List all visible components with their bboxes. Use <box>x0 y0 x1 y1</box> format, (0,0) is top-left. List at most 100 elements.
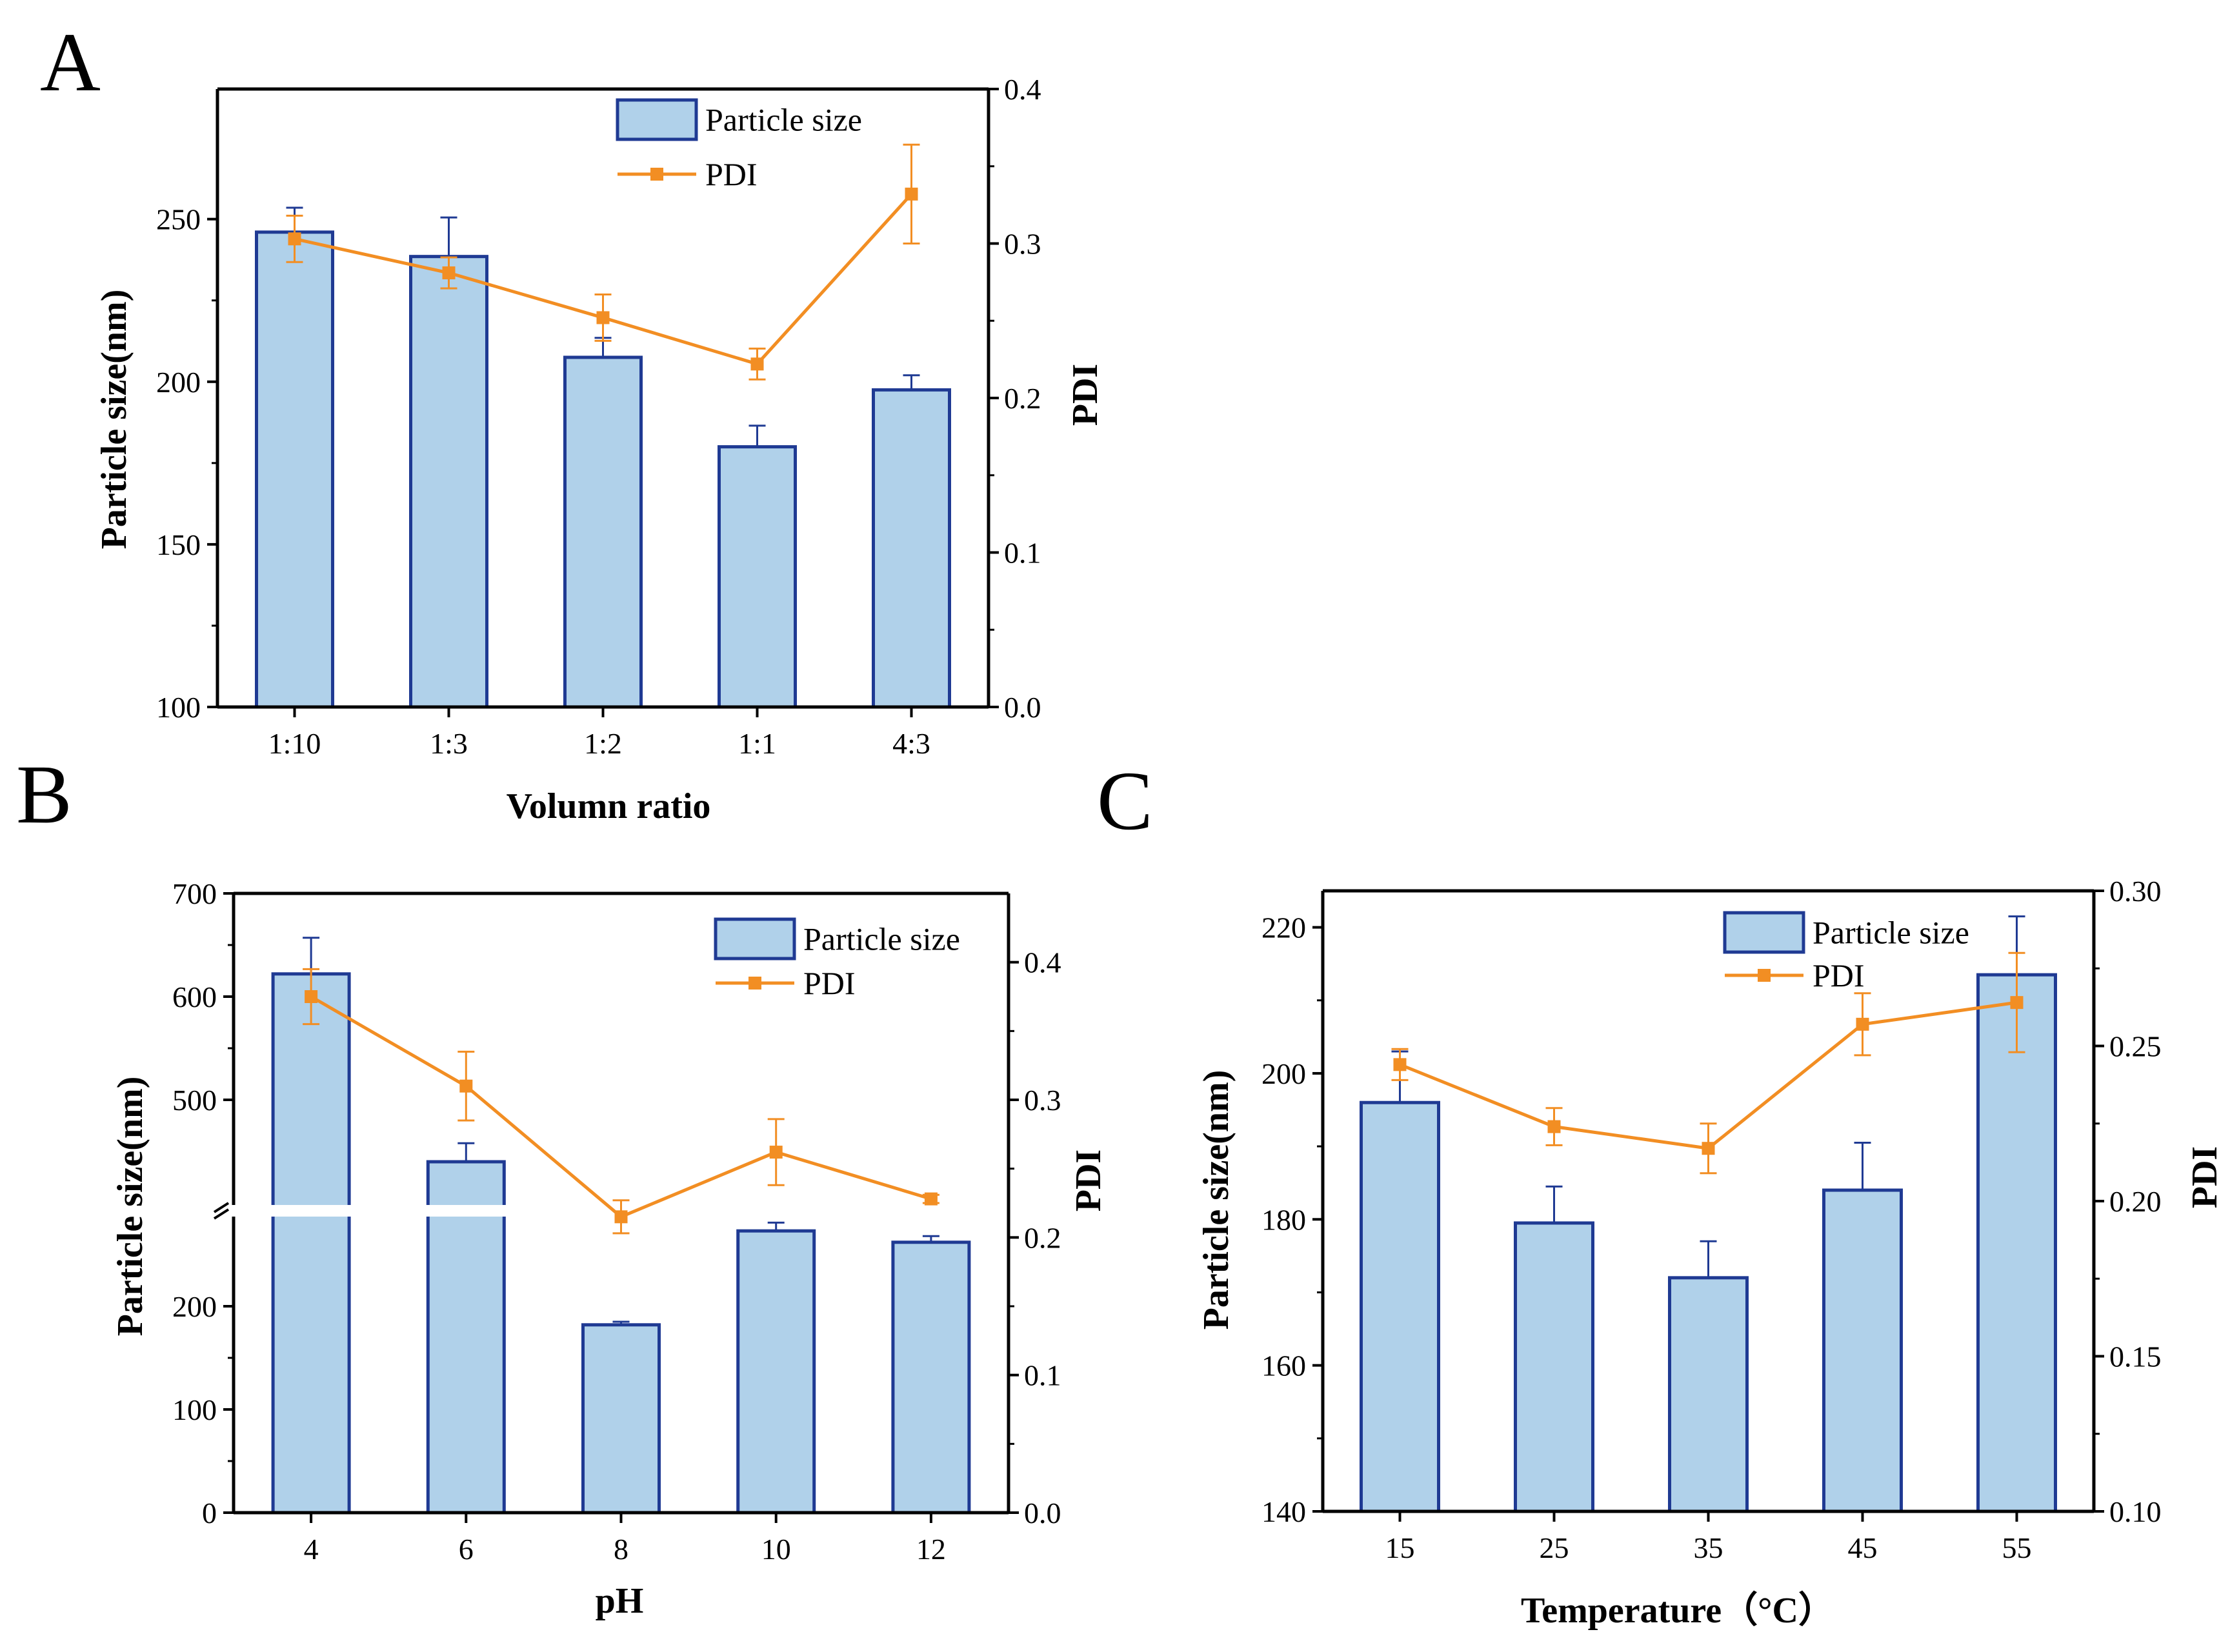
size-bar-0 <box>255 230 334 709</box>
panel-b-y2-axis-title: PDI <box>1069 1149 1109 1211</box>
legend-pdi-label: PDI <box>705 156 758 192</box>
pdi-point-2 <box>1702 1142 1715 1155</box>
y-tick-label: 160 <box>1261 1349 1306 1382</box>
pdi-point-4 <box>2010 996 2024 1010</box>
panel-b-x-axis-title: pH <box>596 1581 644 1621</box>
x-tick-label: 45 <box>1848 1531 1878 1564</box>
axis-break-gap <box>214 1205 1009 1217</box>
y2-tick-label: 0.1 <box>1004 537 1041 570</box>
size-bar-4 <box>891 1240 971 1515</box>
size-bar-0 <box>271 972 351 1515</box>
panel-a-x-axis-title: Volumn ratio <box>507 786 711 826</box>
legend-particle-size-label: Particle size <box>1813 915 1969 951</box>
pdi-point-0 <box>305 990 318 1003</box>
panel-a-y2-axis-title: PDI <box>1065 364 1105 426</box>
size-bar-1 <box>1514 1221 1594 1513</box>
panel-a-plot: 100 150 200 250 0.0 0.1 0.2 0.3 0.4 1:10 1:3 1:2 1:1… <box>156 73 1041 760</box>
x-tick-label: 10 <box>761 1533 791 1566</box>
x-tick-label: 1:2 <box>584 727 622 760</box>
size-bar-1 <box>409 255 488 709</box>
size-bar-0 <box>1360 1100 1440 1513</box>
panel-c-x-axis-title: Temperature（°C） <box>1521 1590 1834 1631</box>
pdi-line <box>310 995 932 1219</box>
axis-break-mark <box>213 1208 230 1220</box>
y2-tick-label: 0.20 <box>2109 1185 2162 1218</box>
legend-line-marker <box>1758 969 1771 982</box>
y-tick-label: 200 <box>1261 1057 1306 1090</box>
y-tick-label: 100 <box>156 691 201 724</box>
pdi-point-2 <box>614 1210 628 1224</box>
y2-tick-label: 0.15 <box>2109 1340 2162 1373</box>
pdi-point-0 <box>1393 1058 1407 1071</box>
y2-tick-label: 0.30 <box>2109 875 2162 908</box>
legend-pdi-label: PDI <box>1813 957 1865 993</box>
panel-b: B 0 100 200 500 600 700 0.0 0.1 0.2 0.3 0.4 4 6 8 10 12… <box>16 748 1109 1621</box>
x-tick-label: 4:3 <box>892 727 930 760</box>
y2-tick-label: 0.0 <box>1004 691 1041 724</box>
y-tick-label: 600 <box>172 980 217 1013</box>
legend-line-marker <box>650 168 663 181</box>
x-tick-label: 35 <box>1694 1531 1723 1564</box>
x-tick-label: 25 <box>1540 1531 1569 1564</box>
pdi-point-4 <box>905 187 918 201</box>
y-tick-label: 0 <box>202 1497 217 1529</box>
y-tick-label: 150 <box>156 528 201 561</box>
size-bar-4 <box>1976 973 2057 1513</box>
panel-b-plot: 0 100 200 500 600 700 0.0 0.1 0.2 0.3 0.4 4 6 8 10 12 Pa… <box>172 877 1061 1566</box>
pdi-point-1 <box>1547 1120 1561 1133</box>
x-tick-label: 6 <box>459 1533 474 1566</box>
size-bar-1 <box>426 1160 506 1515</box>
y2-tick-label: 0.3 <box>1024 1084 1061 1117</box>
panel-a-y-axis-title: Particle size(nm) <box>94 290 134 550</box>
pdi-point-3 <box>769 1146 783 1159</box>
y2-tick-label: 0.4 <box>1024 946 1061 979</box>
pdi-point-1 <box>442 266 456 280</box>
pdi-point-1 <box>459 1079 473 1093</box>
x-tick-label: 1:10 <box>268 727 321 760</box>
legend-bar-swatch <box>714 917 796 960</box>
panel-a-letter: A <box>40 16 101 109</box>
size-bar-3 <box>1822 1188 1903 1513</box>
legend-particle-size-label: Particle size <box>705 102 862 138</box>
x-tick-label: 8 <box>614 1533 628 1566</box>
x-tick-label: 1:3 <box>430 727 468 760</box>
pdi-point-4 <box>924 1192 938 1206</box>
x-tick-label: 1:1 <box>738 727 776 760</box>
legend-particle-size-label: Particle size <box>803 921 960 957</box>
axis-break-mark <box>213 1202 230 1213</box>
y-tick-label: 700 <box>172 877 217 910</box>
pdi-point-0 <box>288 232 301 246</box>
y2-tick-label: 0.3 <box>1004 228 1041 261</box>
x-tick-label: 4 <box>304 1533 319 1566</box>
y-tick-label: 140 <box>1261 1495 1306 1528</box>
size-bar-3 <box>736 1229 816 1515</box>
panel-c-plot: 140 160 180 200 220 0.10 0.15 0.20 0.25 0.30 15 25 3… <box>1261 875 2162 1564</box>
y-tick-label: 180 <box>1261 1203 1306 1236</box>
panel-c-y-axis-title: Particle size(nm) <box>1196 1070 1236 1330</box>
x-tick-label: 55 <box>2002 1531 2032 1564</box>
panel-c: C 140 160 180 200 220 0.10 0.15 0.20 0.25 0.30 15 2… <box>1097 755 2225 1631</box>
y2-tick-label: 0.25 <box>2109 1030 2162 1063</box>
y2-tick-label: 0.2 <box>1004 382 1041 415</box>
pdi-point-2 <box>596 311 610 324</box>
y-tick-label: 200 <box>172 1290 217 1323</box>
y-tick-label: 220 <box>1261 911 1306 944</box>
panel-b-y-axis-title: Particle size(nm) <box>110 1077 150 1337</box>
y2-tick-label: 0.4 <box>1004 73 1041 106</box>
legend-line-marker <box>748 977 761 990</box>
size-bar-4 <box>872 388 951 709</box>
panel-c-letter: C <box>1097 755 1153 848</box>
legend-bar-swatch <box>1723 911 1805 954</box>
pdi-point-3 <box>1856 1017 1869 1031</box>
y2-tick-label: 0.10 <box>2109 1495 2162 1528</box>
y2-tick-label: 0.2 <box>1024 1221 1061 1254</box>
y-tick-label: 200 <box>156 366 201 399</box>
panel-c-y2-axis-title: PDI <box>2185 1146 2225 1208</box>
legend-bar-swatch <box>616 98 698 141</box>
y-tick-label: 500 <box>172 1084 217 1117</box>
size-bar-3 <box>718 445 797 709</box>
y-tick-label: 100 <box>172 1393 217 1426</box>
size-bar-2 <box>563 355 643 709</box>
